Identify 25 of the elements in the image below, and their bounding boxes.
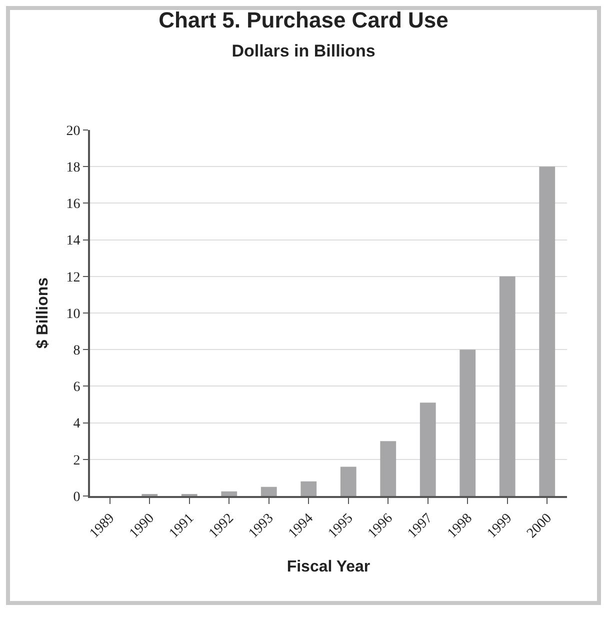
y-tick-label: 20 bbox=[66, 124, 80, 139]
chart-title: Chart 5. Purchase Card Use bbox=[158, 8, 448, 33]
bar bbox=[260, 486, 277, 496]
bar bbox=[340, 466, 356, 496]
y-tick-label: 0 bbox=[73, 490, 80, 505]
bar bbox=[460, 350, 476, 496]
bar bbox=[380, 441, 396, 496]
y-tick-label: 2 bbox=[73, 453, 80, 468]
y-tick-label: 18 bbox=[66, 160, 80, 176]
bar bbox=[499, 276, 516, 496]
x-tick-label: 1991 bbox=[166, 510, 198, 542]
y-tick-label: 10 bbox=[66, 306, 80, 322]
bar bbox=[300, 481, 317, 496]
y-tick-label: 12 bbox=[66, 270, 80, 286]
y-tick-label: 16 bbox=[66, 197, 80, 212]
y-tick-label: 4 bbox=[73, 416, 80, 432]
x-axis-title: Fiscal Year bbox=[286, 558, 370, 576]
y-tick-label: 6 bbox=[73, 380, 80, 396]
y-tick-label: 8 bbox=[73, 344, 80, 358]
bar bbox=[420, 402, 436, 496]
bar bbox=[539, 166, 556, 496]
y-tick-label: 14 bbox=[66, 234, 80, 249]
chart-subtitle: Dollars in Billions bbox=[232, 41, 376, 60]
y-axis-title: $ Billions bbox=[34, 277, 52, 349]
bar bbox=[221, 491, 238, 496]
